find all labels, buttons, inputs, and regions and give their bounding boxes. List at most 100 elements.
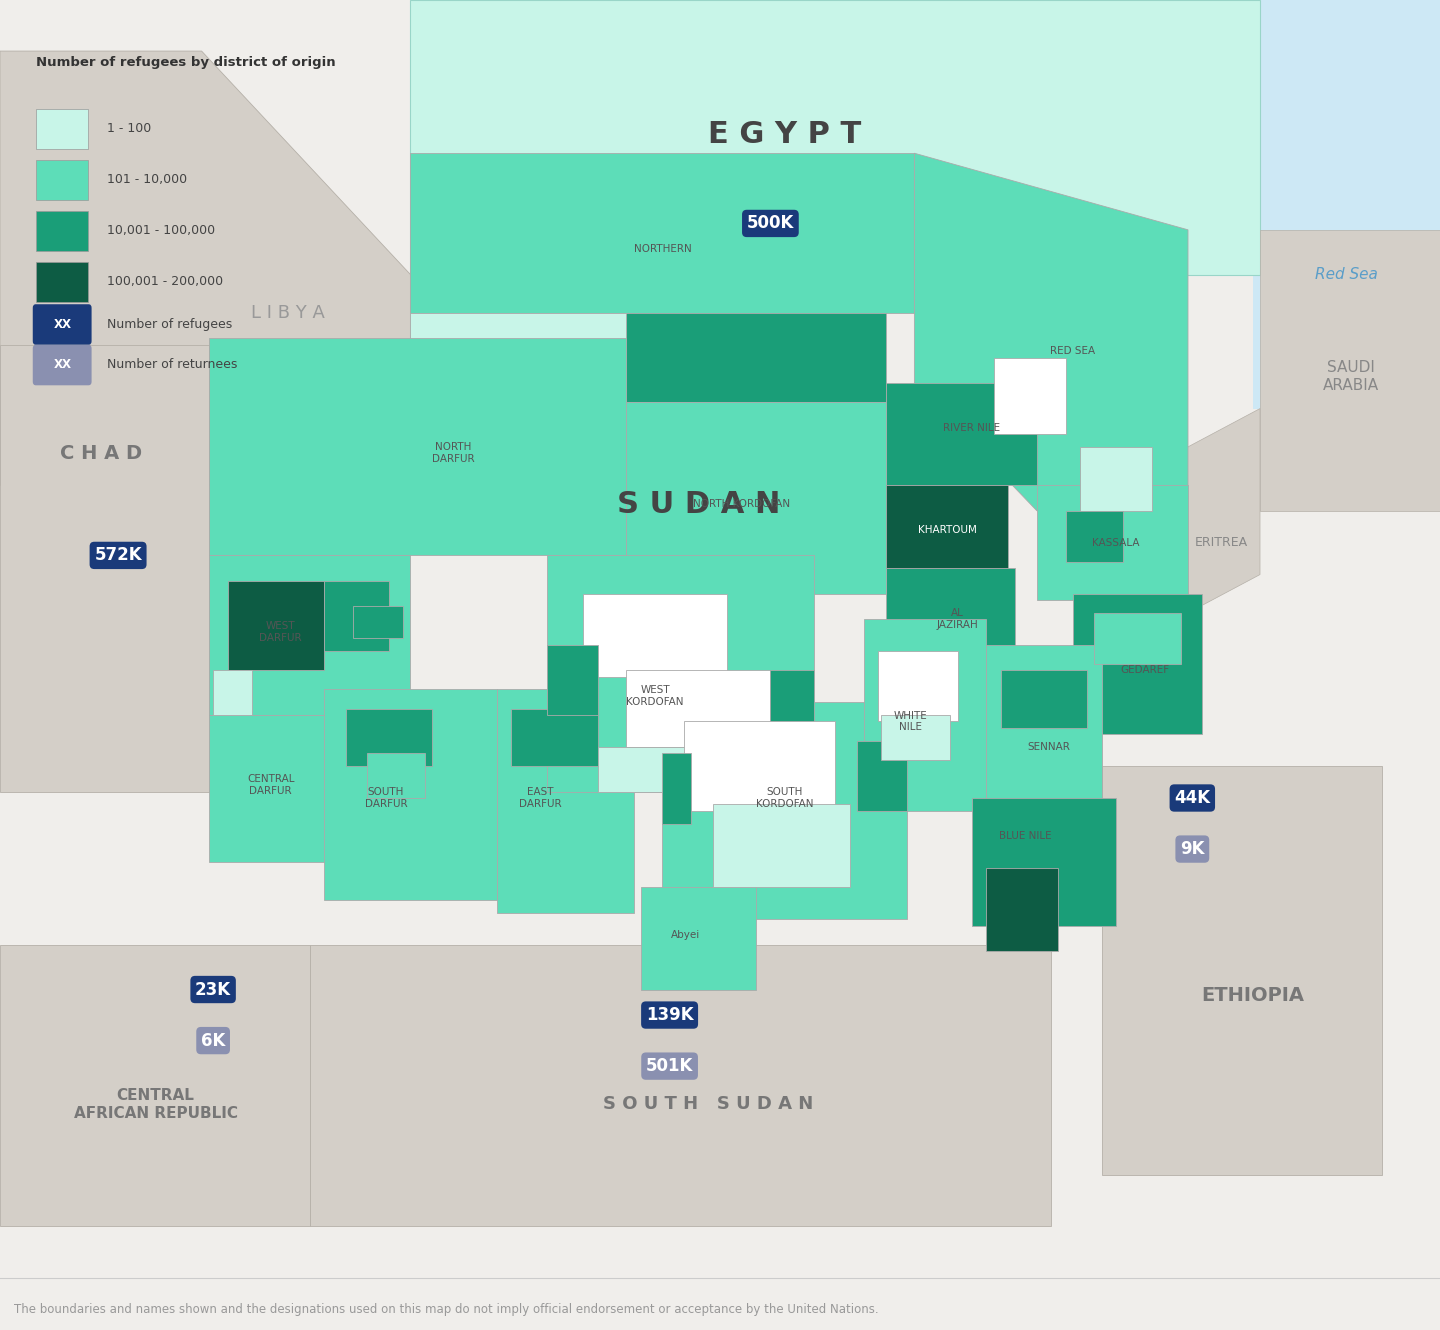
- Polygon shape: [511, 709, 598, 766]
- Text: EAST
DARFUR: EAST DARFUR: [518, 787, 562, 809]
- Polygon shape: [353, 606, 403, 638]
- Text: KHARTOUM: KHARTOUM: [919, 525, 976, 535]
- Polygon shape: [972, 798, 1116, 926]
- Polygon shape: [684, 721, 835, 811]
- Polygon shape: [324, 689, 497, 900]
- Text: WEST
DARFUR: WEST DARFUR: [259, 621, 302, 642]
- Text: RIVER NILE: RIVER NILE: [943, 423, 1001, 432]
- Polygon shape: [626, 313, 886, 402]
- Polygon shape: [547, 556, 814, 791]
- Text: Red Sea: Red Sea: [1315, 267, 1378, 282]
- Text: S O U T H   S U D A N: S O U T H S U D A N: [603, 1096, 814, 1113]
- Text: C H A D: C H A D: [59, 444, 143, 463]
- Polygon shape: [367, 753, 425, 798]
- Polygon shape: [0, 344, 209, 791]
- Text: WEST
KORDOFAN: WEST KORDOFAN: [626, 685, 684, 706]
- Text: Number of refugees: Number of refugees: [107, 318, 232, 331]
- Text: NORTH
DARFUR: NORTH DARFUR: [432, 443, 475, 464]
- Text: 501K: 501K: [647, 1057, 693, 1075]
- Polygon shape: [410, 313, 626, 402]
- Polygon shape: [324, 581, 389, 652]
- Polygon shape: [626, 402, 886, 593]
- Text: Number of returnees: Number of returnees: [107, 358, 238, 371]
- Polygon shape: [857, 741, 907, 811]
- Text: SOUTH
DARFUR: SOUTH DARFUR: [364, 787, 408, 809]
- Polygon shape: [641, 887, 756, 990]
- Polygon shape: [310, 944, 1051, 1226]
- Polygon shape: [346, 709, 432, 766]
- Polygon shape: [0, 944, 310, 1226]
- Text: 100,001 - 200,000: 100,001 - 200,000: [107, 275, 223, 287]
- Text: 6K: 6K: [202, 1032, 225, 1049]
- Text: E G Y P T: E G Y P T: [708, 120, 861, 149]
- Text: CENTRAL
AFRICAN REPUBLIC: CENTRAL AFRICAN REPUBLIC: [73, 1088, 238, 1121]
- Text: L I B Y A: L I B Y A: [251, 303, 325, 322]
- FancyBboxPatch shape: [36, 160, 88, 201]
- Polygon shape: [881, 716, 950, 759]
- Polygon shape: [994, 358, 1066, 434]
- Polygon shape: [1073, 593, 1202, 734]
- Polygon shape: [864, 620, 986, 811]
- Text: NORTH KORDOFAN: NORTH KORDOFAN: [693, 499, 791, 509]
- Text: 1 - 100: 1 - 100: [107, 121, 151, 134]
- Polygon shape: [497, 689, 634, 912]
- Polygon shape: [1094, 613, 1181, 664]
- Polygon shape: [209, 556, 410, 716]
- FancyBboxPatch shape: [36, 109, 88, 149]
- Polygon shape: [228, 581, 324, 670]
- Text: Abyei: Abyei: [671, 930, 700, 939]
- FancyBboxPatch shape: [33, 344, 92, 386]
- Text: 10,001 - 100,000: 10,001 - 100,000: [107, 223, 215, 237]
- Polygon shape: [1253, 0, 1440, 408]
- Text: S U D A N: S U D A N: [616, 489, 780, 519]
- Text: SAUDI
ARABIA: SAUDI ARABIA: [1323, 360, 1378, 392]
- Polygon shape: [1066, 511, 1123, 561]
- Polygon shape: [598, 747, 734, 791]
- FancyBboxPatch shape: [36, 211, 88, 251]
- Polygon shape: [662, 753, 691, 823]
- Polygon shape: [209, 338, 626, 556]
- Polygon shape: [1001, 670, 1087, 728]
- Polygon shape: [209, 716, 382, 862]
- Text: CENTRAL
DARFUR: CENTRAL DARFUR: [248, 774, 294, 797]
- Polygon shape: [213, 670, 252, 716]
- Polygon shape: [914, 153, 1188, 549]
- Text: SOUTH
KORDOFAN: SOUTH KORDOFAN: [756, 787, 814, 809]
- Text: GEDAREF: GEDAREF: [1120, 665, 1169, 676]
- Text: 23K: 23K: [194, 980, 232, 999]
- Text: ETHIOPIA: ETHIOPIA: [1201, 987, 1305, 1005]
- Text: 500K: 500K: [747, 214, 793, 233]
- Text: KASSALA: KASSALA: [1093, 537, 1139, 548]
- Text: The boundaries and names shown and the designations used on this map do not impl: The boundaries and names shown and the d…: [14, 1303, 878, 1317]
- Text: ERITREA: ERITREA: [1195, 536, 1247, 549]
- FancyBboxPatch shape: [33, 305, 92, 344]
- Polygon shape: [1102, 766, 1382, 1174]
- Polygon shape: [410, 0, 1260, 274]
- Polygon shape: [410, 153, 914, 313]
- Polygon shape: [886, 383, 1037, 485]
- Polygon shape: [886, 485, 1008, 568]
- Polygon shape: [986, 645, 1102, 811]
- Polygon shape: [1037, 485, 1188, 600]
- Text: BLUE NILE: BLUE NILE: [999, 831, 1051, 842]
- Text: 139K: 139K: [645, 1005, 694, 1024]
- Text: AL
JAZIRAH: AL JAZIRAH: [937, 608, 978, 630]
- Text: SENNAR: SENNAR: [1027, 742, 1070, 751]
- Text: RED SEA: RED SEA: [1050, 346, 1096, 356]
- Text: 9K: 9K: [1179, 841, 1205, 858]
- Polygon shape: [878, 652, 958, 721]
- Polygon shape: [0, 51, 410, 485]
- FancyBboxPatch shape: [36, 262, 88, 302]
- Text: 572K: 572K: [94, 547, 143, 564]
- Polygon shape: [583, 593, 727, 677]
- Polygon shape: [886, 568, 1015, 670]
- Polygon shape: [1260, 230, 1440, 511]
- Polygon shape: [547, 645, 598, 716]
- Text: WHITE
NILE: WHITE NILE: [893, 710, 927, 733]
- Polygon shape: [713, 805, 850, 887]
- Polygon shape: [662, 702, 907, 919]
- Polygon shape: [770, 670, 814, 728]
- Text: NORTHERN: NORTHERN: [634, 243, 691, 254]
- Text: 44K: 44K: [1174, 789, 1211, 807]
- Text: XX: XX: [55, 358, 72, 371]
